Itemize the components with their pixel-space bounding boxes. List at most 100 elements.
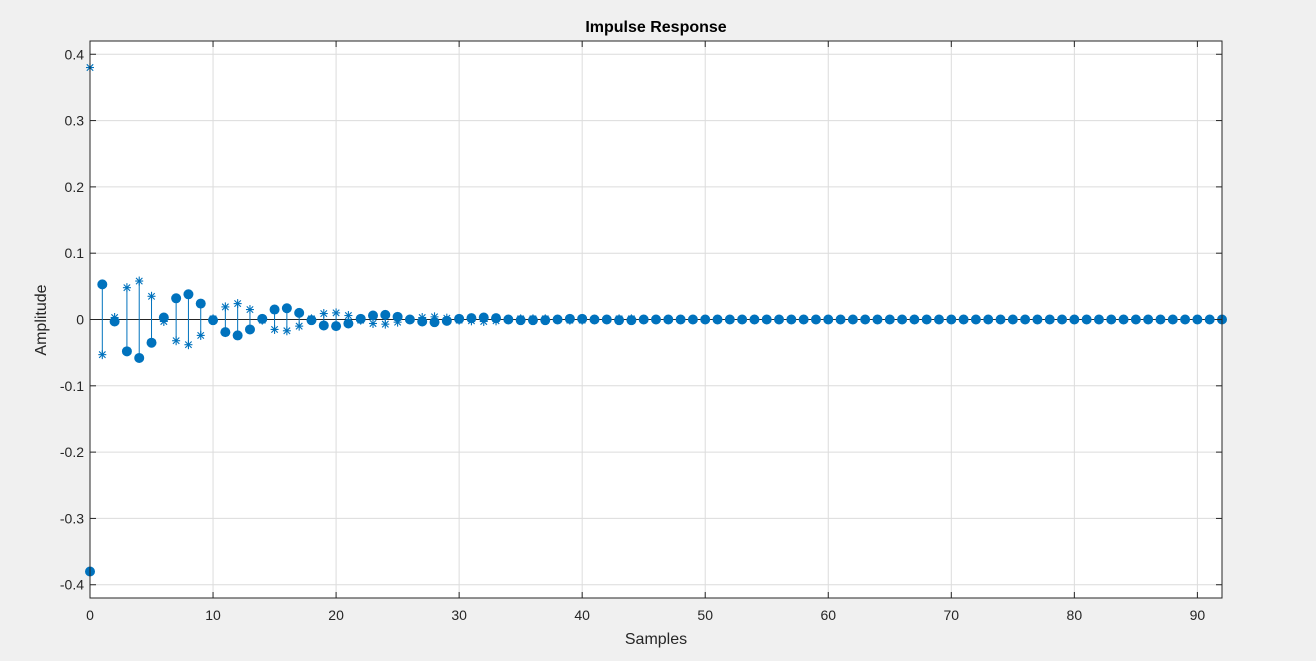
x-ticks: 0 10 20 30 40 50 60 70 80 90 [86,41,1205,623]
stem-point-asterisk [639,315,648,324]
stem-point-asterisk [762,315,771,324]
stem-point-asterisk [418,313,427,323]
y-tick-label: 0.4 [65,46,85,62]
stem-point-asterisk [688,315,697,324]
stem-point-asterisk [836,315,845,324]
stem-point-asterisk [1021,315,1030,324]
stem-point-asterisk [1107,315,1116,324]
stem-point-asterisk [528,314,537,324]
stem-point-asterisk [1181,315,1190,324]
stem-point-asterisk [504,315,513,324]
stem-point-asterisk [861,315,870,324]
stem-point-circle [146,337,157,348]
stem-point-asterisk [873,315,882,324]
stem-point-asterisk [319,309,328,319]
stem-point-asterisk [1045,315,1054,324]
y-tick-label: -0.4 [60,577,84,593]
stem-point-asterisk [1008,315,1017,324]
stem-point-asterisk [1119,315,1128,324]
stem-point-circle [318,320,329,331]
stem-point-asterisk [258,315,267,325]
stem-point-asterisk [270,324,279,334]
x-tick-label: 30 [451,607,467,623]
chart-title: Impulse Response [585,19,726,36]
y-tick-label: 0 [76,312,84,328]
y-axis-label: Amplitude [33,284,50,355]
stem-point-asterisk [344,311,353,321]
stem-point-asterisk [110,313,119,323]
stem-point-asterisk [147,291,156,301]
stem-point-asterisk [393,317,402,327]
stem-point-circle [368,310,378,321]
stem-point-circle [134,352,145,363]
stem-point-asterisk [922,315,931,324]
stem-point-asterisk [553,315,562,324]
stem-point-asterisk [381,319,390,329]
x-tick-label: 80 [1067,607,1083,623]
x-tick-label: 40 [574,607,590,623]
stem-point-asterisk [652,315,660,324]
stem-point-asterisk [848,315,857,324]
stem-point-asterisk [98,350,107,360]
stem-point-asterisk [713,315,722,324]
y-tick-label: -0.1 [60,378,84,394]
stem-point-asterisk [122,283,131,293]
stem-point-asterisk [1168,315,1177,324]
stem-point-asterisk [356,315,365,325]
stem-point-asterisk [479,316,488,326]
stem-point-asterisk [565,315,574,325]
stem-point-circle [171,293,182,304]
stem-point-circle [380,309,391,320]
stem-point-asterisk [184,340,193,350]
stem-point-asterisk [1156,315,1165,324]
y-tick-label: -0.2 [60,444,84,460]
markers [85,63,1227,577]
stem-point-asterisk [1094,315,1103,324]
stem-point-asterisk [1144,315,1153,324]
stem-point-asterisk [811,315,820,324]
stem-point-asterisk [455,315,464,325]
stem-point-asterisk [799,315,808,324]
stem-point-asterisk [516,314,525,324]
stem-point-asterisk [430,312,439,322]
stem-point-circle [343,318,354,329]
stem-point-asterisk [725,315,734,324]
stem-point-asterisk [947,315,956,324]
stem-point-circle [232,330,243,341]
stem-point-asterisk [590,315,599,324]
stem-point-asterisk [1205,315,1214,324]
x-tick-label: 60 [820,607,836,623]
y-tick-label: -0.3 [60,510,84,526]
y-tick-label: 0.1 [65,245,85,261]
x-tick-label: 70 [944,607,960,623]
stem-point-asterisk [332,308,341,318]
stem-point-asterisk [615,314,624,324]
stem-point-asterisk [196,330,205,340]
stem-point-asterisk [984,315,993,324]
stem-point-asterisk [664,315,673,324]
stem-point-asterisk [1193,315,1202,324]
stem-point-asterisk [135,276,144,286]
stem-point-circle [220,327,231,338]
stem-point-asterisk [405,315,414,324]
stem-point-asterisk [627,314,636,324]
x-tick-label: 20 [328,607,344,623]
stem-point-asterisk [824,315,833,324]
stem-point-asterisk [541,314,550,324]
x-tick-label: 0 [86,607,94,623]
stem-point-asterisk [209,314,218,324]
y-ticks: 0.4 0.3 0.2 0.1 0 -0.1 -0.2 -0.3 -0.4 [60,46,1222,593]
x-axis-label: Samples [625,631,687,648]
stem-point-asterisk [1070,315,1079,324]
stem-point-asterisk [233,299,242,309]
stem-point-asterisk [442,313,451,323]
stem-point-asterisk [159,316,168,326]
stem-point-circle [294,307,305,318]
y-tick-label: 0.3 [65,113,85,129]
stem-point-circle [195,298,206,309]
stem-point-circle [281,303,292,314]
stem-point-asterisk [245,305,254,315]
stem-point-asterisk [1058,315,1067,324]
stem-point-circle [269,304,280,315]
